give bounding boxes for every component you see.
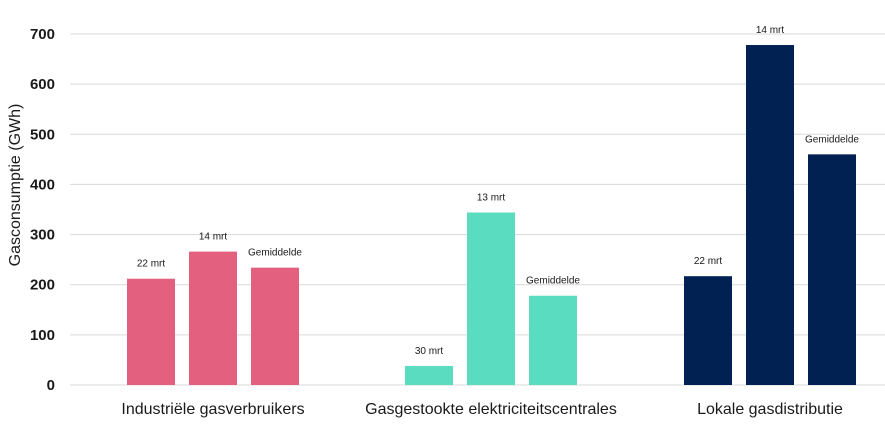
y-tick-label: 300	[30, 227, 55, 244]
bar-labels: 22 mrt 14 mrt Gemiddelde 30 mrt 13 mrt Gemidd…	[137, 25, 860, 357]
y-tick-label: 0	[47, 377, 55, 394]
bar	[189, 251, 237, 385]
bar	[405, 365, 453, 385]
y-tick-label: 200	[30, 277, 55, 294]
bar	[746, 45, 794, 385]
y-tick-label: 700	[30, 26, 55, 43]
category-label: Lokale gasdistributie	[697, 401, 843, 418]
bar-data-label: 22 mrt	[137, 259, 166, 270]
bars	[127, 45, 856, 385]
y-tick-label: 500	[30, 126, 55, 143]
bar-data-label: 13 mrt	[477, 193, 506, 204]
bar	[529, 295, 577, 385]
y-tick-label: 400	[30, 176, 55, 193]
bar	[808, 154, 856, 385]
category-label: Industriële gasverbruikers	[121, 401, 304, 418]
bar	[684, 276, 732, 385]
bar	[467, 212, 515, 385]
category-labels: Industriële gasverbruikers Gasgestookte e…	[121, 401, 843, 418]
y-axis-title: Gasconsumptie (GWh)	[7, 104, 24, 267]
y-tick-label: 600	[30, 76, 55, 93]
y-tick-label: 100	[30, 327, 55, 344]
bar-data-label: 30 mrt	[415, 346, 444, 357]
bar-data-label: Gemiddelde	[805, 134, 859, 145]
bar-data-label: 14 mrt	[756, 25, 785, 36]
bar	[251, 267, 299, 385]
bar-data-label: Gemiddelde	[526, 276, 580, 287]
category-label: Gasgestookte elektriciteitscentrales	[365, 401, 617, 418]
bar	[127, 278, 175, 385]
bar-data-label: Gemiddelde	[248, 248, 302, 259]
bar-data-label: 14 mrt	[199, 232, 228, 243]
bar-data-label: 22 mrt	[694, 256, 723, 267]
y-axis-ticks: 0 100 200 300 400 500 600 700	[30, 26, 55, 394]
